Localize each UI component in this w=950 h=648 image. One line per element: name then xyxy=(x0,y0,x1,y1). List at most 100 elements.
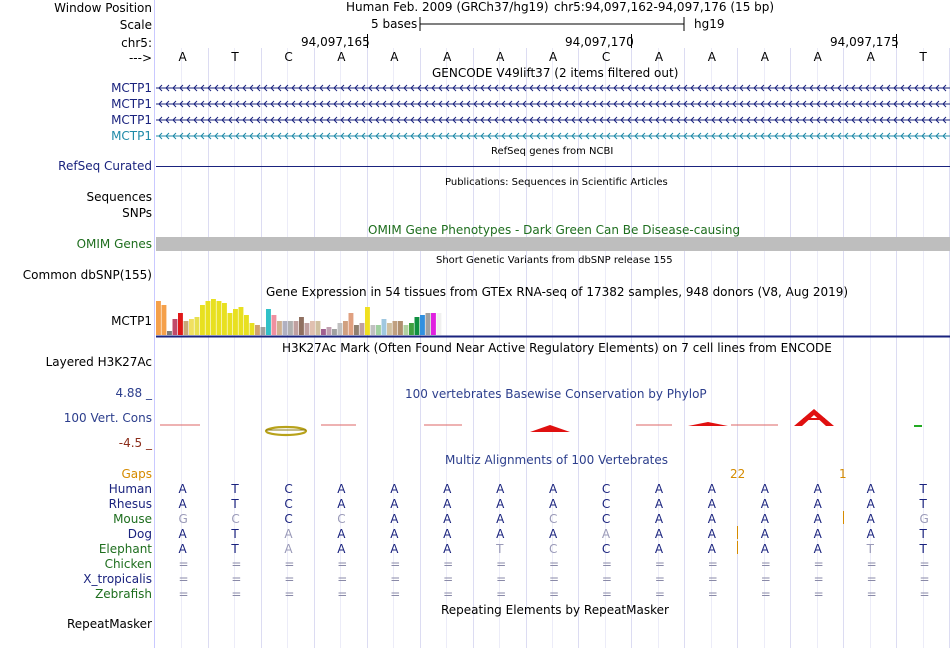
omim-label[interactable]: OMIM Genes xyxy=(76,237,152,251)
species-label-zebrafish[interactable]: Zebrafish xyxy=(95,587,152,601)
gtex-title[interactable]: Gene Expression in 54 tissues from GTEx … xyxy=(266,285,849,299)
species-label-x_tropicalis[interactable]: X_tropicalis xyxy=(83,572,152,586)
species-label-rhesus[interactable]: Rhesus xyxy=(108,497,152,511)
strand-arrow xyxy=(830,100,835,108)
species-label-elephant[interactable]: Elephant xyxy=(98,542,152,556)
species-label-dog[interactable]: Dog xyxy=(127,527,152,541)
strand-arrow xyxy=(676,100,681,108)
strand-arrow xyxy=(487,116,492,124)
strand-arrow xyxy=(858,116,863,124)
gencode-gene-track[interactable] xyxy=(156,131,950,141)
strand-arrow xyxy=(438,100,443,108)
tick-label-1: 94,097,165 xyxy=(301,35,370,49)
gtex-tissue-bar xyxy=(216,301,222,335)
strand-arrow xyxy=(564,132,569,140)
strand-arrow xyxy=(452,100,457,108)
strand-arrow xyxy=(396,100,401,108)
strand-arrow xyxy=(473,100,478,108)
phylop-title[interactable]: 100 vertebrates Basewise Conservation by… xyxy=(405,387,707,401)
strand-arrow xyxy=(235,100,240,108)
alignment-base: = xyxy=(337,557,348,571)
label-direction[interactable]: ---> xyxy=(128,51,152,65)
phylop-label[interactable]: 100 Vert. Cons xyxy=(63,411,152,425)
alignment-base: C xyxy=(601,512,611,526)
refseq-line[interactable] xyxy=(156,166,950,167)
strand-arrow xyxy=(942,100,947,108)
species-label-human[interactable]: Human xyxy=(108,482,152,496)
phylop-logo[interactable] xyxy=(156,405,950,437)
strand-arrow xyxy=(347,132,352,140)
strand-arrow xyxy=(760,132,765,140)
strand-arrow xyxy=(508,84,513,92)
multiz-title[interactable]: Multiz Alignments of 100 Vertebrates xyxy=(445,453,669,467)
alignment-base: A xyxy=(707,527,717,541)
species-label-chicken[interactable]: Chicken xyxy=(104,557,152,571)
strand-arrow xyxy=(165,100,170,108)
gencode-gene-track[interactable] xyxy=(156,99,950,109)
strand-arrow xyxy=(284,100,289,108)
strand-arrow xyxy=(942,84,947,92)
strand-arrow xyxy=(627,116,632,124)
alignment-base: = xyxy=(866,572,877,586)
alignment-base: T xyxy=(866,542,874,556)
dbsnp-label[interactable]: Common dbSNP(155) xyxy=(22,268,152,282)
scale-bar xyxy=(419,17,685,31)
gtex-tissue-bar xyxy=(194,317,200,335)
strand-arrow xyxy=(494,100,499,108)
publications-snps-label[interactable]: SNPs xyxy=(122,206,152,220)
alignment-base: = xyxy=(231,587,242,601)
alignment-base: = xyxy=(866,587,877,601)
base-6: A xyxy=(443,50,452,64)
strand-arrow xyxy=(739,132,744,140)
strand-arrow xyxy=(921,100,926,108)
gencode-gene-label[interactable]: MCTP1 xyxy=(111,129,152,143)
gencode-gene-label[interactable]: MCTP1 xyxy=(111,97,152,111)
label-scale[interactable]: Scale xyxy=(119,18,152,32)
alignment-base: = xyxy=(654,557,665,571)
repeatmasker-label[interactable]: RepeatMasker xyxy=(66,617,152,631)
strand-arrow xyxy=(312,100,317,108)
label-window-position[interactable]: Window Position xyxy=(54,1,152,15)
strand-arrow xyxy=(207,84,212,92)
strand-arrow xyxy=(942,132,947,140)
gtex-tissue-bar xyxy=(255,325,260,335)
species-label-mouse[interactable]: Mouse xyxy=(113,512,152,526)
gencode-title[interactable]: GENCODE V49lift37 (2 items filtered out) xyxy=(432,66,679,80)
strand-arrow xyxy=(382,132,387,140)
gtex-expression-chart[interactable] xyxy=(156,298,950,340)
gencode-gene-label[interactable]: MCTP1 xyxy=(111,113,152,127)
strand-arrow xyxy=(788,84,793,92)
h3k27ac-label[interactable]: Layered H3K27Ac xyxy=(45,355,152,369)
repeatmasker-title[interactable]: Repeating Elements by RepeatMasker xyxy=(441,603,669,617)
alignment-base: = xyxy=(443,557,454,571)
alignment-base: = xyxy=(654,572,665,586)
gencode-gene-track[interactable] xyxy=(156,83,950,93)
strand-arrow xyxy=(872,100,877,108)
strand-arrow xyxy=(298,132,303,140)
strand-arrow xyxy=(382,84,387,92)
strand-arrow xyxy=(613,116,618,124)
position-text[interactable]: chr5:94,097,162-94,097,176 (15 bp) xyxy=(554,0,775,14)
omim-gene-bar[interactable] xyxy=(156,237,950,251)
gencode-gene-track[interactable] xyxy=(156,115,950,125)
strand-arrow xyxy=(788,116,793,124)
strand-arrow xyxy=(515,116,520,124)
strand-arrow xyxy=(704,116,709,124)
publications-title[interactable]: Publications: Sequences in Scientific Ar… xyxy=(445,177,668,188)
strand-arrow xyxy=(802,116,807,124)
refseq-label[interactable]: RefSeq Curated xyxy=(58,159,152,173)
strand-arrow xyxy=(655,116,660,124)
publications-sequences-label[interactable]: Sequences xyxy=(86,190,152,204)
omim-title[interactable]: OMIM Gene Phenotypes - Dark Green Can Be… xyxy=(368,223,741,237)
gaps-label[interactable]: Gaps xyxy=(121,467,152,481)
h3k27ac-title[interactable]: H3K27Ac Mark (Often Found Near Active Re… xyxy=(282,341,832,355)
label-chr[interactable]: chr5: xyxy=(121,36,152,50)
gtex-label[interactable]: MCTP1 xyxy=(111,314,152,328)
dbsnp-title[interactable]: Short Genetic Variants from dbSNP releas… xyxy=(436,255,673,266)
strand-arrow xyxy=(172,100,177,108)
strand-arrow xyxy=(900,132,905,140)
alignment-base: A xyxy=(496,497,505,511)
strand-arrow xyxy=(214,132,219,140)
refseq-title[interactable]: RefSeq genes from NCBI xyxy=(491,146,614,157)
gencode-gene-label[interactable]: MCTP1 xyxy=(111,81,152,95)
